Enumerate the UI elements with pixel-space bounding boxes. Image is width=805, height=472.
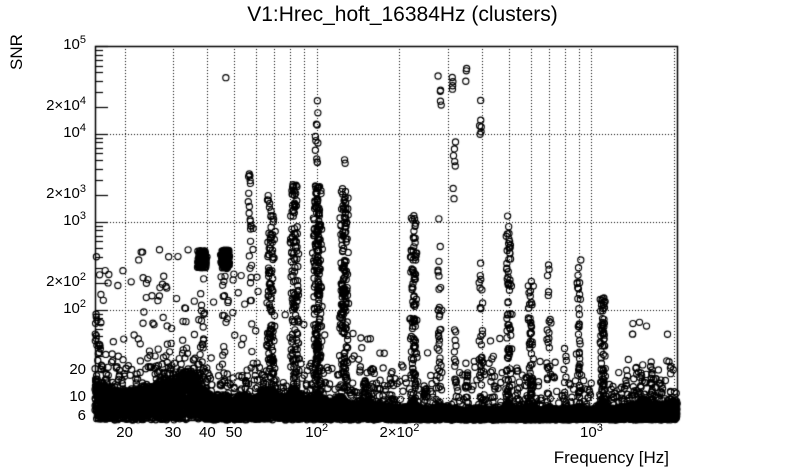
y-tick-label: 2×104 — [46, 95, 86, 115]
y-tick-label: 20 — [69, 361, 86, 379]
x-tick-label: 30 — [164, 424, 182, 441]
y-tick-label: 103 — [63, 209, 86, 229]
y-tick-label: 10 — [69, 387, 86, 405]
x-tick-label: 50 — [225, 424, 243, 441]
y-tick-label: 104 — [63, 121, 86, 141]
y-tick-label: 2×103 — [46, 183, 86, 203]
y-tick-label: 2×102 — [46, 271, 86, 291]
plot-title: V1:Hrec_hoft_16384Hz (clusters) — [247, 3, 558, 26]
x-tick-label: 20 — [116, 424, 133, 441]
x-tick-label: 2×102 — [379, 422, 420, 441]
y-tick-label: 102 — [63, 297, 86, 317]
x-tick-label: 102 — [305, 422, 329, 441]
y-tick-label: 105 — [63, 34, 86, 53]
y-axis-title: SNR — [7, 34, 26, 70]
y-tick-label: 6 — [77, 407, 86, 425]
x-tick-label: 40 — [199, 424, 216, 441]
x-tick-label: 103 — [580, 422, 603, 441]
x-axis-title: Frequency [Hz] — [553, 448, 669, 467]
